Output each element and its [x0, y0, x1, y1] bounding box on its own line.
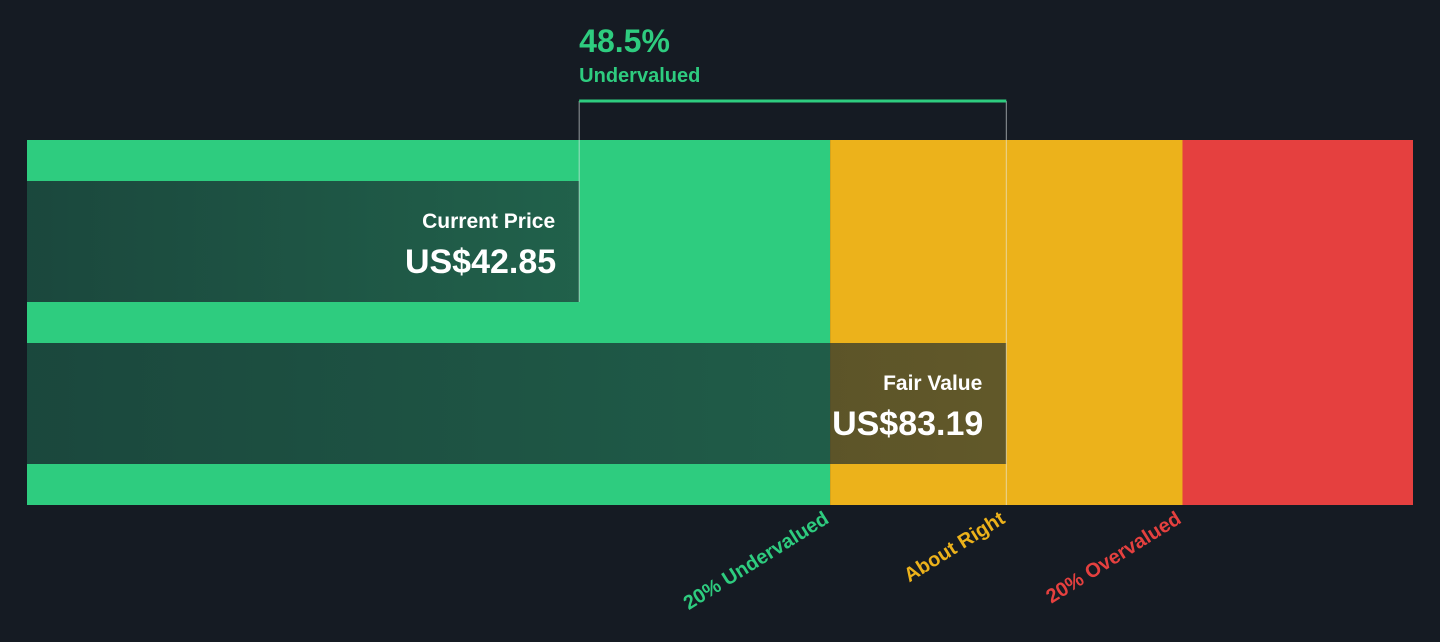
zone [1182, 140, 1413, 505]
zone-label: 20% Undervalued [680, 508, 833, 615]
zone-label: 20% Overvalued [1042, 508, 1185, 609]
zone-label: About Right [900, 507, 1009, 586]
bar-value: US$42.85 [405, 243, 556, 281]
annotation: 48.5% Undervalued [578, 23, 1007, 505]
zone-labels: 20% Undervalued About Right 20% Overvalued [680, 507, 1185, 614]
difference-value: 48.5% [579, 23, 670, 59]
bars: Current Price US$42.85 Fair Value US$83.19 [27, 181, 1007, 464]
value-bar [27, 181, 580, 302]
difference-label: Undervalued [579, 65, 700, 87]
bar-name: Fair Value [883, 372, 982, 395]
bar-value: US$83.19 [832, 405, 983, 443]
bar-name: Current Price [422, 210, 555, 233]
value-bar [27, 343, 1007, 464]
